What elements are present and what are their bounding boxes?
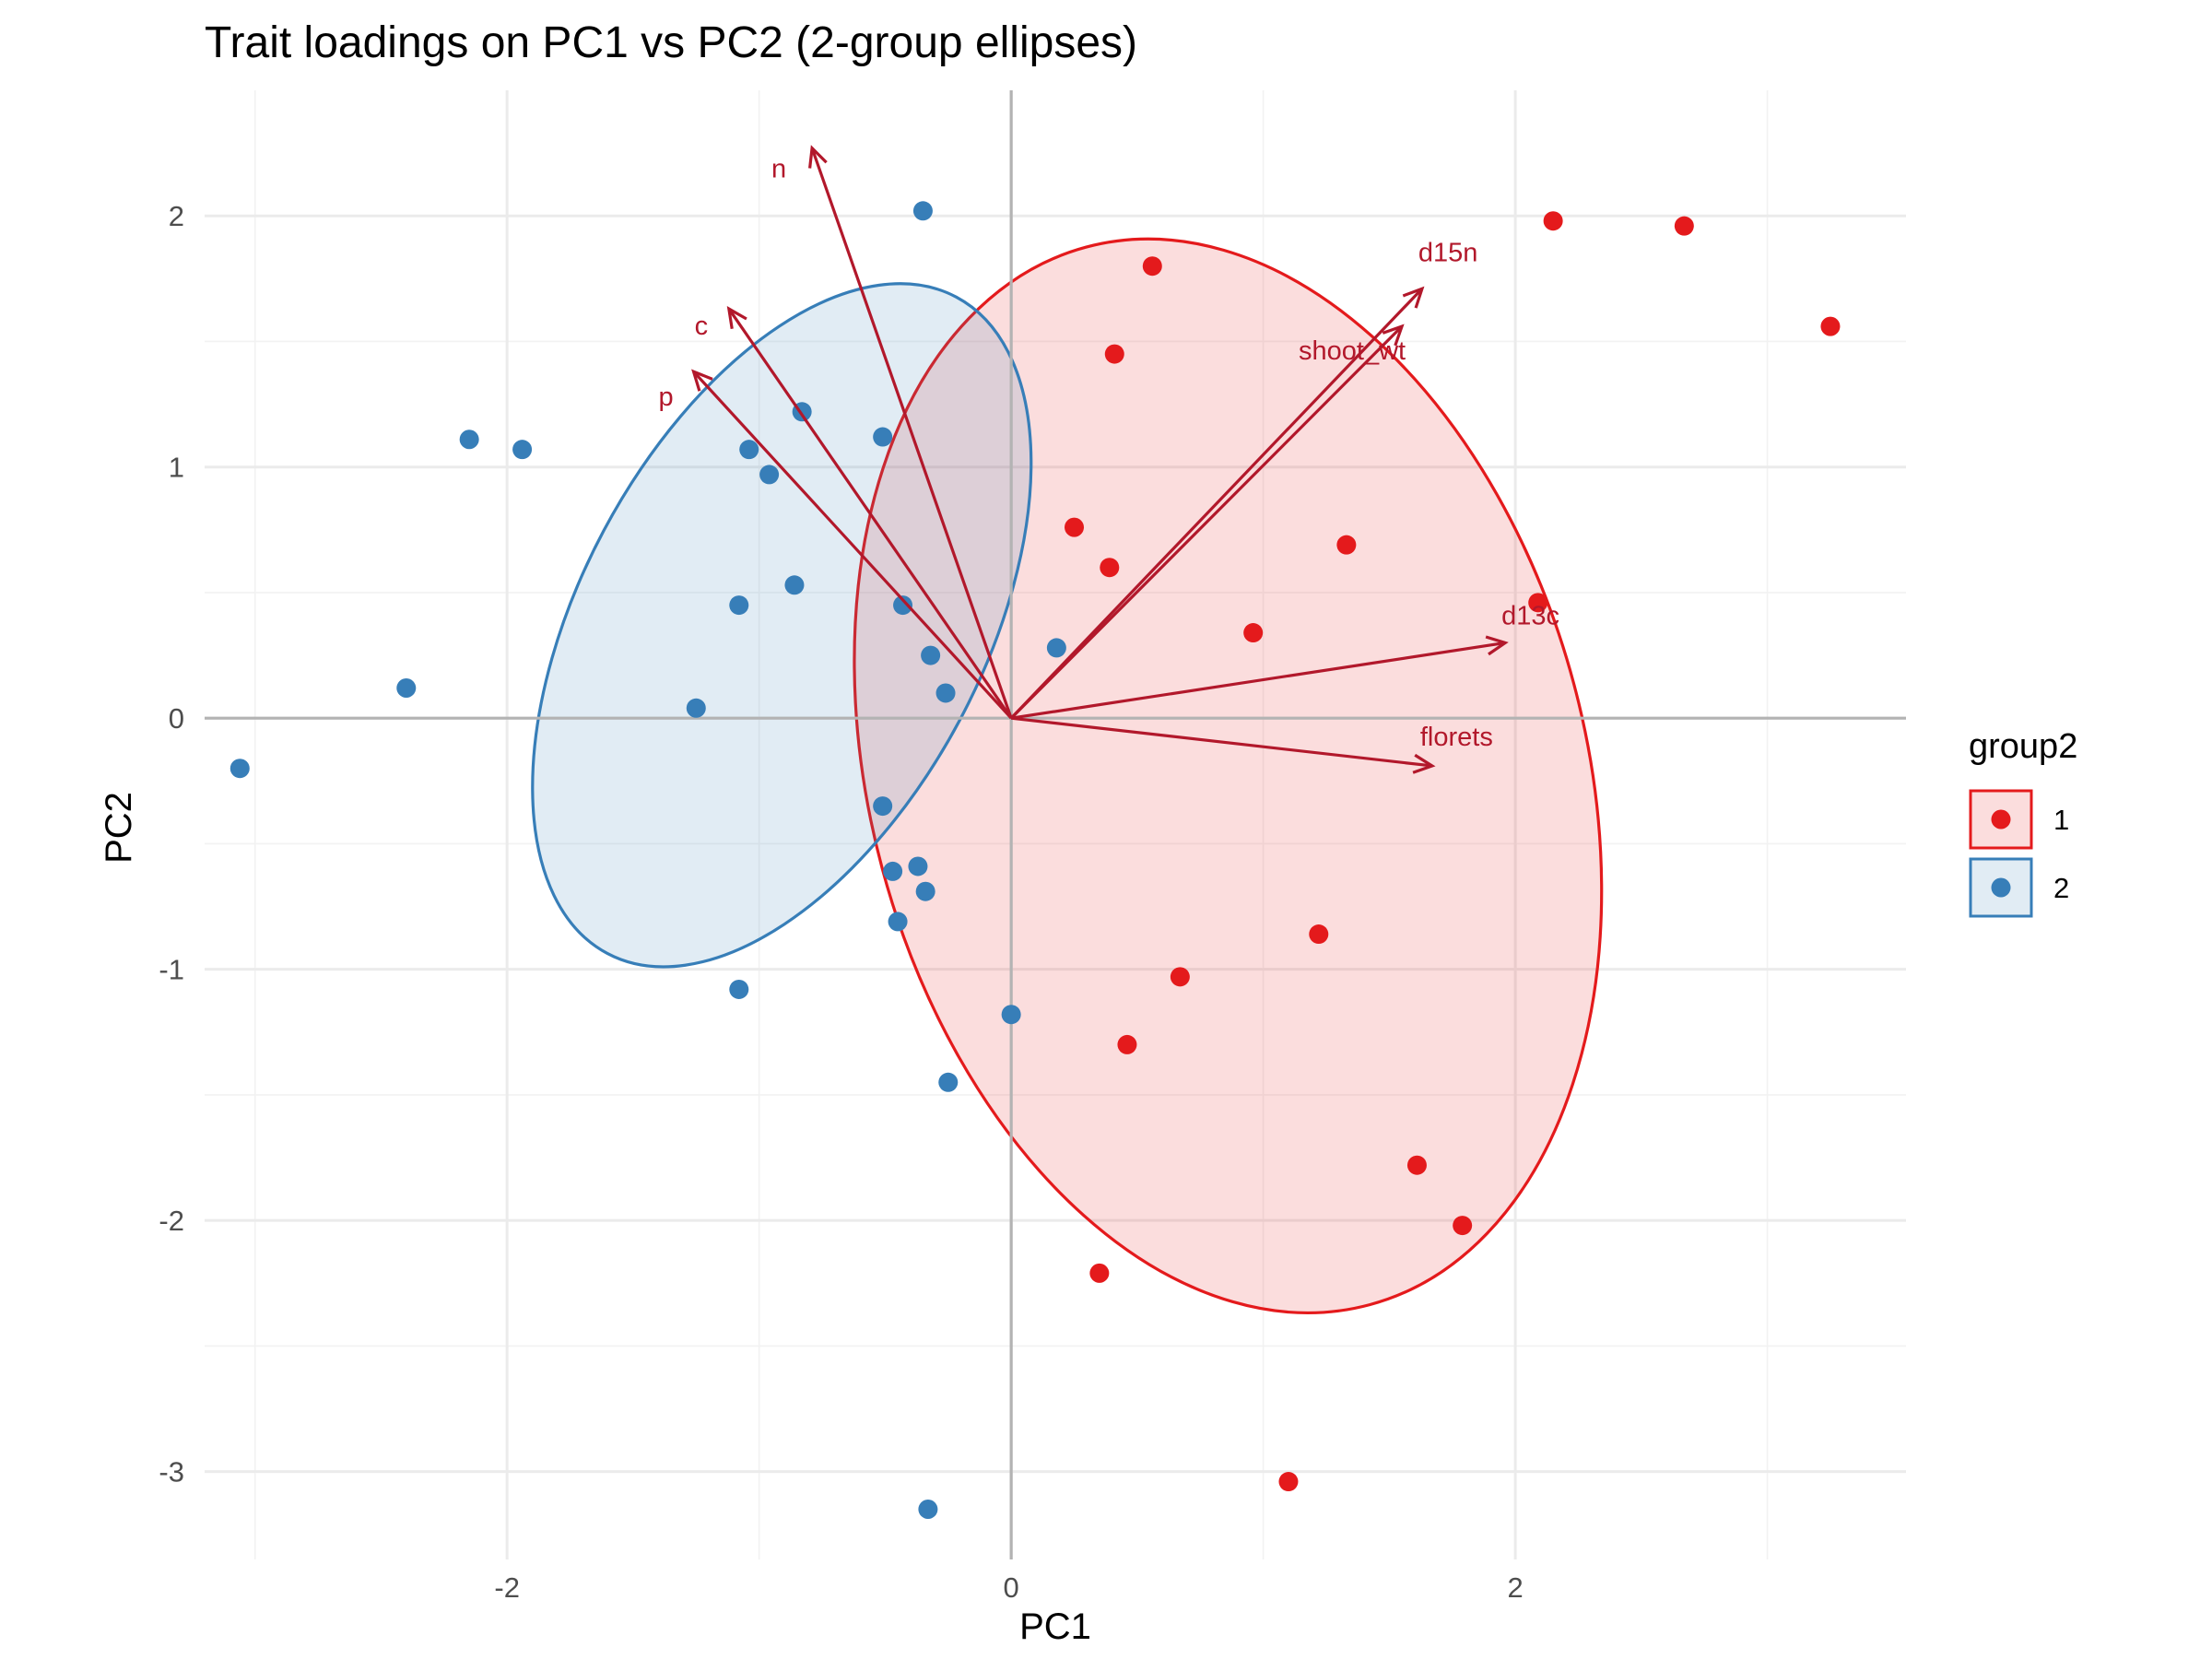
- loading-arrow-shaft: [1010, 641, 1506, 720]
- loading-arrow-shaft: [1010, 716, 1433, 768]
- data-point-group-2: [893, 595, 913, 616]
- series-group-2: [229, 201, 1066, 1520]
- data-point-group-1: [1104, 344, 1124, 364]
- loading-arrow-head: [1485, 635, 1509, 656]
- data-point-group-2: [759, 465, 780, 485]
- legend-entry-2: 2: [1969, 857, 2069, 918]
- data-point-group-1: [1453, 1216, 1473, 1236]
- data-point-group-2: [938, 1072, 959, 1092]
- y-tick-label: 1: [169, 452, 184, 484]
- y-tick-label: 2: [169, 200, 184, 232]
- data-point-group-2: [396, 677, 417, 698]
- loading-vector-n: n: [771, 145, 1013, 719]
- data-point-group-1: [1336, 535, 1357, 555]
- loading-label-d13c: d13c: [1501, 601, 1559, 630]
- x-tick-label: 2: [1507, 1571, 1523, 1604]
- legend-key-box: [1969, 789, 2033, 850]
- ellipse-group-2: [531, 282, 1033, 969]
- data-point-group-2: [888, 912, 908, 932]
- y-tick-label: -3: [159, 1456, 184, 1488]
- data-point-group-2: [512, 440, 533, 460]
- data-point-group-2: [729, 595, 749, 616]
- series-group-1: [1065, 211, 1841, 1492]
- loading-vector-d15n: d15n: [1009, 238, 1478, 720]
- loading-vector-c: c: [695, 306, 1013, 720]
- legend-title: group2: [1969, 727, 2077, 766]
- loading-label-p: p: [658, 382, 673, 412]
- data-point-group-1: [1278, 1472, 1299, 1492]
- plot-area: n c p d15n shoot_wt d13c florets -2 0 2 -3 -2 -1 0 1 2: [159, 90, 1906, 1604]
- data-point-group-2: [686, 698, 706, 718]
- legend-key-point: [1991, 809, 2011, 830]
- loading-label-shoot_wt: shoot_wt: [1299, 336, 1406, 366]
- y-tick-label: -2: [159, 1205, 184, 1237]
- data-point-group-2: [935, 683, 956, 703]
- legend-label: 2: [2053, 872, 2069, 904]
- data-point-group-1: [1309, 924, 1329, 945]
- loading-label-n: n: [771, 155, 786, 184]
- data-point-group-2: [459, 429, 479, 450]
- ellipse-group-1: [853, 237, 1604, 1314]
- loading-arrow-head: [808, 145, 828, 169]
- chart-title: Trait loadings on PC1 vs PC2 (2-group el…: [205, 18, 1137, 67]
- data-point-group-1: [1674, 216, 1694, 236]
- loading-arrow-shaft: [692, 371, 1013, 720]
- loading-label-d15n: d15n: [1418, 238, 1478, 267]
- data-point-group-1: [1406, 1155, 1427, 1175]
- loading-arrow-shaft: [810, 147, 1013, 719]
- data-point-group-2: [912, 201, 933, 221]
- loading-arrow-head: [1402, 286, 1425, 309]
- loading-arrow-shaft: [1009, 288, 1424, 720]
- loading-label-c: c: [695, 312, 709, 341]
- data-point-group-1: [1820, 316, 1841, 336]
- y-axis-title: PC2: [99, 792, 139, 864]
- loading-arrow-head: [1382, 324, 1405, 347]
- data-point-group-1: [1100, 558, 1120, 578]
- data-point-group-1: [1170, 967, 1190, 987]
- loading-vector-d13c: d13c: [1010, 601, 1559, 720]
- data-point-group-1: [1065, 517, 1085, 537]
- loading-arrow-shaft: [727, 308, 1013, 720]
- data-point-group-1: [1243, 623, 1264, 643]
- loading-label-florets: florets: [1420, 723, 1493, 752]
- data-point-group-2: [921, 645, 941, 665]
- y-tick-label: 0: [169, 702, 184, 735]
- data-point-group-1: [1528, 593, 1548, 613]
- y-tick-label: -1: [159, 954, 184, 986]
- x-axis-title: PC1: [1019, 1606, 1091, 1647]
- data-point-group-1: [1089, 1263, 1110, 1283]
- data-point-group-2: [873, 427, 893, 447]
- loading-arrow-head: [726, 306, 747, 330]
- data-point-group-2: [784, 575, 805, 595]
- data-point-group-2: [873, 796, 893, 817]
- data-point-group-2: [915, 881, 935, 901]
- data-point-group-2: [739, 440, 759, 460]
- x-tick-label: 0: [1004, 1571, 1019, 1604]
- data-point-group-2: [1001, 1005, 1021, 1025]
- data-point-group-2: [1046, 638, 1066, 658]
- legend-key-point: [1991, 877, 2011, 898]
- legend: group2 1 2: [1969, 727, 2077, 918]
- data-point-group-2: [229, 759, 250, 779]
- legend-entry-1: 1: [1969, 789, 2069, 850]
- x-tick-label: -2: [494, 1571, 520, 1604]
- data-point-group-1: [1117, 1034, 1137, 1054]
- data-point-group-2: [883, 861, 903, 881]
- data-point-group-2: [729, 979, 749, 999]
- data-point-group-2: [918, 1500, 938, 1520]
- loading-arrow-head: [1412, 753, 1436, 774]
- data-point-group-1: [1543, 211, 1563, 231]
- loading-vector-shoot_wt: shoot_wt: [1010, 324, 1406, 720]
- legend-label: 1: [2053, 804, 2069, 836]
- loading-arrow-head: [691, 369, 713, 392]
- loading-vector-p: p: [658, 369, 1013, 720]
- loading-arrow-shaft: [1010, 325, 1404, 720]
- data-point-group-1: [1142, 256, 1162, 276]
- loading-vector-florets: florets: [1010, 716, 1493, 774]
- data-point-group-2: [908, 856, 928, 877]
